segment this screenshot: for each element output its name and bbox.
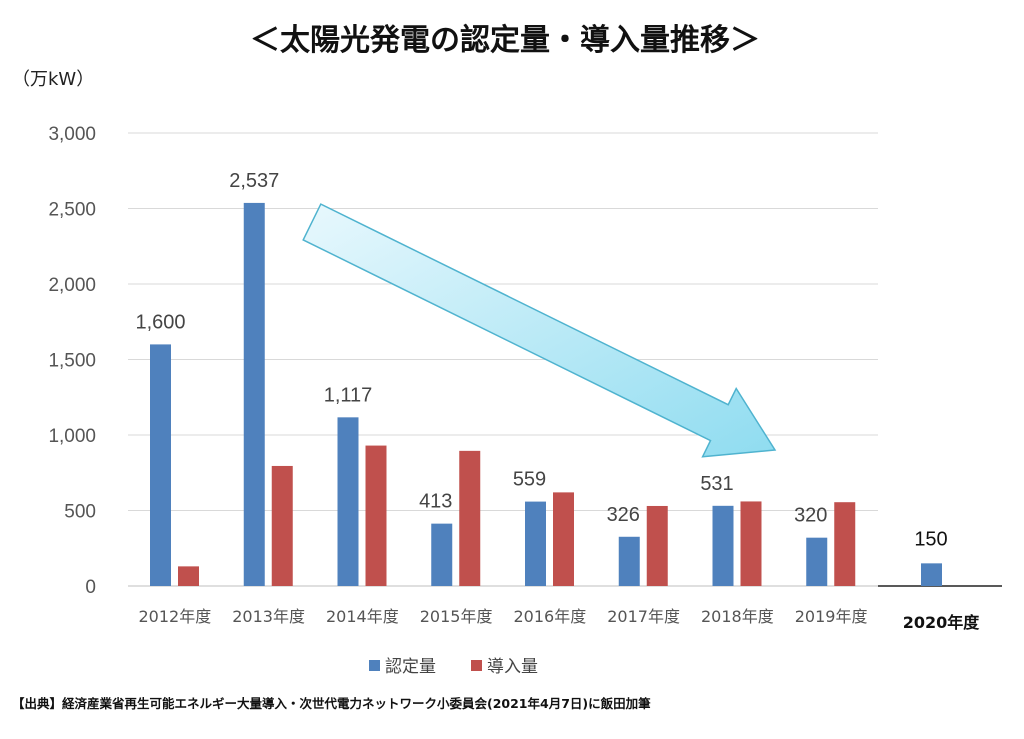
bars: 1,600 2,537 1,117 413 559 326 531 320: [135, 170, 856, 586]
bar-dounyu: [365, 445, 387, 586]
trend-arrow-layer: [302, 203, 777, 458]
source-note: 【出典】経済産業省再生可能エネルギー大量導入・次世代電力ネットワーク小委員会(2…: [12, 696, 651, 711]
data-label: 2,537: [229, 170, 279, 192]
data-label: 326: [607, 504, 640, 526]
bar-nintei: [525, 501, 546, 586]
bar-nintei: [243, 202, 265, 586]
y-tick-label: 2,500: [48, 200, 96, 221]
data-label: 1,117: [324, 384, 373, 406]
data-label: 413: [419, 491, 452, 513]
bar-dounyu: [740, 501, 762, 586]
data-label-2020: 150: [914, 528, 947, 550]
bar-dounyu: [646, 505, 668, 586]
x-category-label: 2017年度: [607, 607, 680, 626]
bar-dounyu: [459, 450, 481, 586]
legend-swatch: [471, 660, 482, 671]
y-tick-label: 500: [64, 502, 96, 523]
y-axis-ticks: 0 500 1,000 1,500 2,000 2,500 3,000: [48, 124, 96, 598]
y-axis-unit: （万kW）: [12, 69, 94, 90]
x-category-label: 2014年度: [326, 607, 399, 626]
data-label: 320: [794, 505, 827, 527]
x-category-label: 2013年度: [232, 607, 305, 626]
bar-nintei: [337, 417, 359, 586]
y-tick-label: 3,000: [48, 124, 96, 145]
x-category-label: 2016年度: [514, 607, 587, 626]
grid-lines: [128, 132, 878, 587]
legend-label: 認定量: [385, 657, 436, 677]
bar-dounyu: [178, 566, 199, 586]
bar-nintei: [618, 536, 640, 586]
bar-dounyu: [834, 502, 856, 586]
x-category-label: 2019年度: [795, 607, 868, 626]
y-tick-label: 1,000: [48, 426, 96, 447]
bar-nintei: [806, 537, 828, 586]
x-category-label: 2012年度: [139, 607, 212, 626]
extra-2020-group: 150 2020年度: [878, 528, 1002, 632]
x-axis-categories: 2012年度 2013年度 2014年度 2015年度 2016年度 2017年度 2018…: [139, 607, 868, 626]
legend-label: 導入量: [487, 657, 538, 677]
bar-nintei: [150, 344, 171, 586]
legend-swatch: [369, 660, 380, 671]
bar-nintei: [431, 523, 453, 586]
data-label: 559: [513, 469, 546, 491]
trend-arrow: [302, 203, 777, 458]
y-tick-label: 2,000: [48, 275, 96, 296]
bar-nintei: [712, 505, 734, 586]
legend: 認定量 導入量: [369, 657, 538, 677]
y-tick-label: 1,500: [48, 351, 96, 372]
bar-dounyu: [553, 492, 574, 586]
bar-2020: [921, 563, 942, 586]
x-category-label: 2018年度: [701, 607, 774, 626]
bar-dounyu: [271, 465, 293, 586]
y-tick-label: 0: [85, 577, 96, 598]
x-category-label: 2015年度: [420, 607, 493, 626]
x-category-label-2020: 2020年度: [903, 613, 981, 632]
data-label: 1,600: [135, 311, 185, 333]
chart-title: ＜太陽光発電の認定量・導入量推移＞: [250, 23, 760, 58]
data-label: 531: [700, 473, 733, 495]
